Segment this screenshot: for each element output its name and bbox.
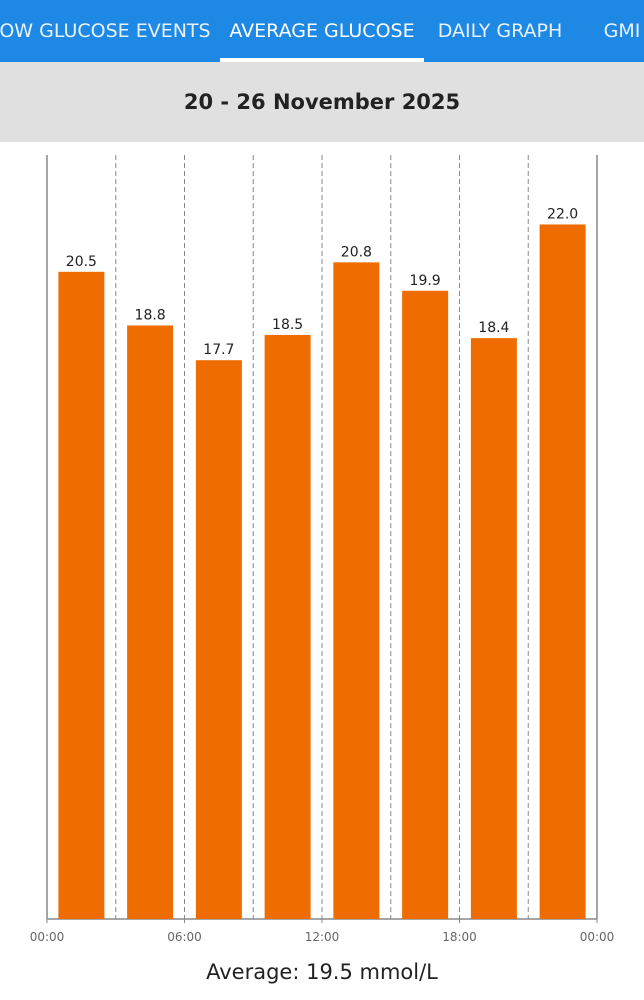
tab[interactable]: DAILY GRAPH: [437, 20, 563, 42]
date-range: 20 - 26 November 2025: [0, 62, 644, 142]
average-label: Average: 19.5 mmol/L: [206, 960, 438, 984]
bar-value-label: 17.7: [203, 342, 234, 358]
bar: [127, 325, 174, 919]
bar-value-label: 20.5: [66, 254, 97, 270]
bar: [333, 262, 380, 919]
bar-value-label: 18.8: [135, 307, 166, 323]
bar-value-label: 19.9: [410, 273, 441, 289]
bar: [195, 360, 242, 919]
x-tick-label: 00:00: [580, 930, 615, 944]
x-tick-label: 12:00: [305, 930, 340, 944]
bar: [264, 334, 311, 919]
bar: [402, 290, 449, 919]
bar-value-label: 22.0: [547, 206, 578, 222]
tab-active[interactable]: AVERAGE GLUCOSE: [229, 20, 415, 42]
tab[interactable]: LOW GLUCOSE EVENTS: [0, 20, 211, 42]
x-tick-label: 00:00: [30, 930, 65, 944]
x-tick-label: 06:00: [167, 930, 202, 944]
chart: 00:00 06:00 12:00 18:00 00:00 20.5 18.8 17.7 18.…: [30, 155, 615, 944]
bar: [58, 271, 105, 919]
tab-indicator: [220, 58, 424, 62]
bar-value-label: 20.8: [341, 244, 372, 260]
bar-value-label: 18.5: [272, 317, 303, 333]
tab[interactable]: GMI: [603, 20, 641, 42]
x-tick-label: 18:00: [442, 930, 477, 944]
bar: [470, 338, 517, 919]
bar-value-label: 18.4: [478, 320, 509, 336]
tab-bar: LOW GLUCOSE EVENTS AVERAGE GLUCOSE DAILY…: [0, 0, 644, 62]
bar: [539, 224, 586, 920]
